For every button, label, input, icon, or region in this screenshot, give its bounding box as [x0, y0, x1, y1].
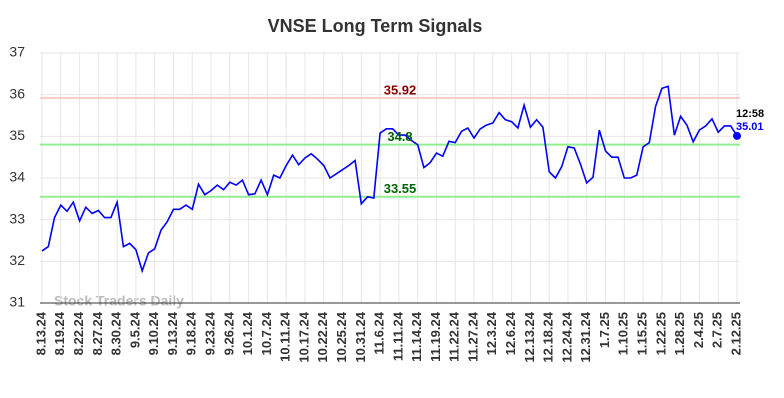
x-tick-label: 9.18.24 — [184, 311, 199, 355]
y-tick-label: 33 — [9, 210, 25, 226]
x-tick-label: 10.7.24 — [259, 311, 274, 355]
signal-label: 33.55 — [384, 181, 417, 196]
x-tick-label: 11.22.24 — [447, 311, 462, 362]
y-tick-label: 37 — [9, 44, 25, 60]
x-tick-label: 10.22.24 — [315, 311, 330, 362]
x-tick-label: 1.28.25 — [672, 312, 687, 355]
x-tick-label: 8.13.24 — [33, 311, 48, 355]
x-tick-label: 1.15.25 — [635, 312, 650, 355]
x-tick-label: 10.25.24 — [334, 311, 349, 362]
x-tick-label: 10.17.24 — [296, 311, 311, 362]
signal-label: 35.92 — [384, 82, 417, 97]
x-tick-label: 8.22.24 — [71, 311, 86, 355]
x-tick-label: 12.24.24 — [559, 311, 574, 362]
last-time: 12:58 — [736, 108, 764, 120]
x-tick-label: 9.10.24 — [146, 311, 161, 355]
x-tick-label: 11.19.24 — [428, 311, 443, 362]
x-tick-label: 8.30.24 — [109, 311, 124, 355]
x-tick-label: 9.5.24 — [127, 311, 142, 348]
x-tick-label: 9.13.24 — [165, 311, 180, 355]
chart-title: VNSE Long Term Signals — [268, 16, 483, 36]
x-tick-label: 12.3.24 — [484, 311, 499, 355]
x-tick-label: 12.6.24 — [503, 311, 518, 355]
y-tick-label: 31 — [9, 294, 25, 310]
x-tick-label: 2.12.25 — [728, 312, 743, 355]
x-tick-label: 11.14.24 — [409, 311, 424, 362]
x-tick-label: 9.23.24 — [202, 311, 217, 355]
x-tick-label: 12.31.24 — [578, 311, 593, 362]
x-tick-label: 1.10.25 — [616, 312, 631, 355]
x-tick-label: 8.19.24 — [52, 311, 67, 355]
y-tick-label: 36 — [9, 85, 25, 101]
watermark: Stock Traders Daily — [54, 293, 184, 309]
last-value: 35.01 — [736, 121, 764, 133]
x-tick-label: 10.31.24 — [353, 311, 368, 362]
x-tick-label: 12.13.24 — [522, 311, 537, 362]
x-tick-label: 2.4.25 — [691, 312, 706, 348]
last-point — [733, 131, 741, 140]
signal-label: 34.8 — [387, 129, 412, 144]
x-tick-label: 11.6.24 — [372, 311, 387, 354]
y-tick-label: 34 — [9, 169, 25, 185]
price-line — [41, 85, 738, 274]
x-tick-label: 10.1.24 — [240, 311, 255, 355]
x-tick-label: 12.18.24 — [541, 311, 556, 362]
x-tick-label: 11.27.24 — [465, 311, 480, 362]
x-tick-label: 9.26.24 — [221, 311, 236, 355]
x-tick-label: 8.27.24 — [90, 311, 105, 355]
x-tick-label: 10.11.24 — [278, 311, 293, 362]
x-tick-label: 1.22.25 — [653, 312, 668, 355]
x-tick-label: 11.11.24 — [390, 311, 405, 361]
y-tick-label: 32 — [9, 252, 25, 268]
x-tick-label: 2.7.25 — [710, 312, 725, 348]
y-tick-label: 35 — [9, 127, 25, 143]
x-tick-label: 1.7.25 — [597, 312, 612, 348]
